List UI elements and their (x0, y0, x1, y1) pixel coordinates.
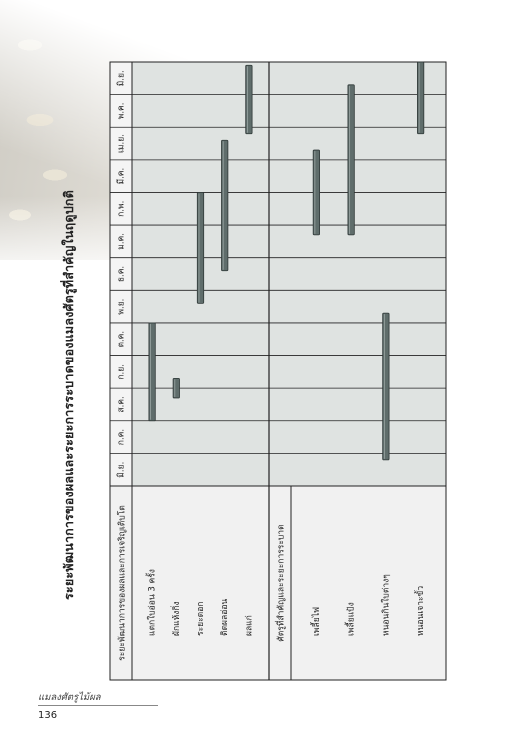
footer-book-title: แมลงศัตรูไม้ผล (38, 692, 101, 703)
month-label: มี.ค. (116, 168, 127, 185)
footer-divider (38, 705, 158, 706)
activity-label: ผักแห้งกิ่ง (170, 601, 182, 636)
timeline-bar (382, 312, 390, 461)
activity-label: ผลแก่ (244, 615, 254, 636)
timeline-bar (196, 192, 205, 304)
activity-label: หนอนเจาะขั้ว (414, 586, 426, 636)
activity-label: เพลี้ยแป้ง (345, 602, 357, 636)
section-heading: ระยะพัฒนาการของผลและการเจริญเติบโต (117, 505, 128, 661)
month-label: ต.ค. (117, 331, 127, 348)
month-label: ส.ค. (117, 396, 127, 412)
activity-label: แตกใบอ่อน 3 ครั้ง (146, 569, 158, 636)
month-header-column (109, 61, 133, 487)
month-label: มิ.ย. (117, 70, 127, 86)
month-label: พ.ย. (117, 299, 127, 315)
timeline-bar (347, 84, 355, 236)
month-label: ม.ค. (117, 233, 127, 250)
month-label: ธ.ค. (117, 266, 127, 282)
activity-label: เพลี้ยไฟ (310, 607, 322, 636)
activity-label: ระยะดอก (196, 602, 206, 636)
section-heading: ศัตรูที่สำคัญและระยะการระบาด (275, 524, 287, 641)
timeline-bar (312, 149, 320, 236)
timeline-bar (417, 61, 425, 135)
timeline-bar (245, 64, 253, 135)
page-number: 136 (38, 710, 58, 721)
label-area (109, 485, 447, 681)
month-label: มิ.ย. (117, 462, 127, 478)
activity-label: หนอนกินใบต่างๆ (380, 574, 391, 636)
timeline-bar (172, 377, 180, 399)
timeline-bar (148, 322, 156, 422)
month-label: ก.ค. (117, 429, 127, 445)
month-label: เม.ย. (117, 134, 127, 153)
month-label: ก.ย. (117, 364, 127, 380)
grid-area (109, 61, 447, 487)
timeline-bar (221, 139, 229, 272)
activity-label: ติดผลอ่อน (220, 599, 230, 636)
month-label: พ.ค. (117, 103, 127, 120)
month-label: ก.พ. (117, 201, 127, 217)
